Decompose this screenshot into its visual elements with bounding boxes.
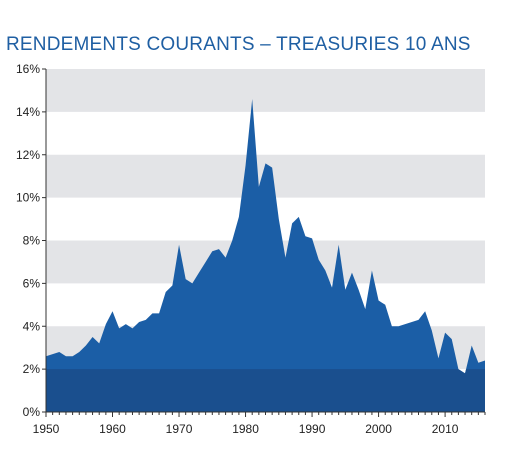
plot-area — [46, 99, 485, 412]
axes — [42, 68, 486, 417]
y-tick-label: 10% — [16, 191, 40, 205]
y-axis-labels: 0% 2% 4% 6% 8% 10% 12% 14% 16% — [16, 62, 40, 419]
x-axis-labels: 1950 1960 1970 1980 1990 2000 2010 — [33, 422, 459, 436]
y-tick-label: 12% — [16, 148, 40, 162]
series-area-lower — [46, 369, 485, 412]
x-tick-label: 2010 — [432, 422, 459, 436]
grid-band — [46, 69, 485, 112]
series-area — [46, 99, 485, 412]
x-tick-label: 2000 — [365, 422, 392, 436]
x-tick-label: 1990 — [299, 422, 326, 436]
y-tick-label: 4% — [23, 319, 41, 333]
x-tick-label: 1970 — [166, 422, 193, 436]
y-tick-label: 16% — [16, 62, 40, 76]
y-tick-label: 14% — [16, 105, 40, 119]
y-tick-label: 8% — [23, 234, 41, 248]
x-tick-label: 1960 — [99, 422, 126, 436]
y-tick-label: 2% — [23, 362, 41, 376]
x-tick-label: 1950 — [33, 422, 60, 436]
y-tick-label: 0% — [23, 405, 41, 419]
chart-title: RENDEMENTS COURANTS – TREASURIES 10 ANS — [6, 34, 471, 55]
y-tick-label: 6% — [23, 276, 41, 290]
x-tick-label: 1980 — [232, 422, 259, 436]
